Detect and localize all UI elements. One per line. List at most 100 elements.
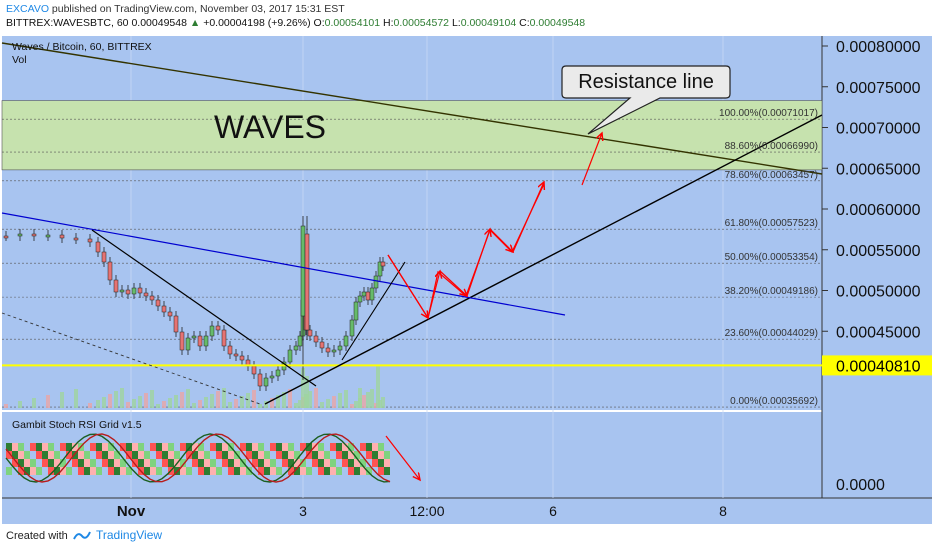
candle-body: [227, 345, 233, 355]
candle-body: [233, 353, 239, 357]
candle-body: [125, 289, 131, 295]
grid-cell: [108, 451, 114, 459]
grid-cell: [336, 443, 342, 451]
volume-bar: [288, 389, 292, 408]
grid-cell: [144, 443, 150, 451]
price-tick-label: 0.00080000: [836, 39, 921, 56]
grid-cell: [144, 467, 150, 475]
pane-title: Waves / Bitcoin, 60, BITTREX: [12, 41, 152, 53]
grid-cell: [114, 443, 120, 451]
price-tick-label: 0.00065000: [836, 161, 921, 178]
grid-cell: [360, 467, 366, 475]
grid-cell: [6, 459, 12, 467]
grid-cell: [318, 443, 324, 451]
candle-body: [17, 233, 23, 237]
grid-cell: [342, 443, 348, 451]
grid-cell: [276, 443, 282, 451]
volume-bar: [370, 389, 374, 408]
grid-cell: [318, 459, 324, 467]
grid-cell: [300, 467, 306, 475]
candle-body: [343, 335, 349, 347]
tradingview-link[interactable]: TradingView: [72, 528, 162, 542]
grid-cell: [6, 467, 12, 475]
grid-cell: [54, 459, 60, 467]
volume-bar: [210, 394, 214, 408]
grid-cell: [24, 467, 30, 475]
grid-cell: [306, 443, 312, 451]
time-ticks: Nov 3 12:00 6 8: [117, 503, 727, 520]
descending-blue-trendline[interactable]: [1, 212, 566, 316]
grid-cell: [156, 451, 162, 459]
fib-label: 88.60%(0.00066990): [725, 141, 818, 152]
grid-cell: [228, 451, 234, 459]
grid-cell: [66, 467, 72, 475]
projection-arrow-3: [439, 270, 467, 296]
candle-body: [369, 287, 375, 301]
wedge-lower-line[interactable]: [341, 261, 406, 361]
resistance-callout[interactable]: Resistance line: [561, 65, 731, 135]
grid-cell: [126, 459, 132, 467]
volume-bar: [270, 398, 274, 408]
grid-cell: [222, 467, 228, 475]
grid-cell: [168, 451, 174, 459]
grid-cell: [294, 451, 300, 459]
candle-body: [137, 287, 143, 294]
grid-cell: [114, 451, 120, 459]
volume-bar: [156, 404, 160, 408]
volume-bar: [102, 397, 106, 408]
price-axis[interactable]: [822, 36, 932, 498]
stoch-k-line: [5, 433, 391, 483]
volume-bar: [366, 392, 370, 408]
volume-bar: [264, 401, 268, 408]
grid-cell: [156, 467, 162, 475]
candle-body: [179, 331, 185, 351]
tradingview-brand: TradingView: [96, 528, 163, 542]
grid-cell: [186, 451, 192, 459]
stoch-rsi-grid: [5, 433, 391, 483]
volume-bar: [298, 400, 302, 408]
grid-cell: [162, 467, 168, 475]
candle-body: [191, 335, 197, 339]
grid-cell: [246, 443, 252, 451]
volume-bar: [354, 401, 358, 408]
support-trendline[interactable]: [264, 114, 823, 405]
projection-arrow-4: [466, 229, 490, 297]
price-change: +0.00004198 (+9.26%): [203, 17, 311, 29]
low-value: 0.00049104: [460, 17, 517, 29]
grid-cell: [6, 443, 12, 451]
grid-cell: [138, 443, 144, 451]
resistance-trendline[interactable]: [1, 42, 823, 175]
grid-cell: [378, 451, 384, 459]
grid-cell: [282, 451, 288, 459]
grid-cell: [168, 443, 174, 451]
grid-cell: [366, 467, 372, 475]
candle-body: [155, 299, 161, 307]
volume-bar: [144, 393, 148, 408]
publisher-name[interactable]: EXCAVO: [6, 3, 49, 15]
grid-cell: [192, 459, 198, 467]
grid-cell: [282, 467, 288, 475]
footer: Created with TradingView: [0, 524, 932, 550]
grid-cell: [252, 451, 258, 459]
projection-arrow-5: [489, 228, 513, 252]
grid-cell: [294, 467, 300, 475]
chart-area[interactable]: Resistance line WAVES Waves / Bitcoin, 6…: [0, 36, 932, 529]
grid-cell: [24, 459, 30, 467]
grid-cell: [210, 451, 216, 459]
volume-bar: [222, 388, 226, 408]
candle-body: [269, 375, 275, 379]
fib-label: 23.60%(0.00044029): [725, 328, 818, 339]
time-axis[interactable]: [2, 498, 932, 524]
candle-body: [313, 335, 319, 343]
grid-cell: [150, 451, 156, 459]
grid-cell: [42, 451, 48, 459]
grid-cell: [384, 443, 390, 451]
grid-cell: [336, 451, 342, 459]
grid-cell: [42, 467, 48, 475]
time-tick-label: 12:00: [409, 503, 444, 519]
grid-cell: [144, 459, 150, 467]
descending-black-trendline[interactable]: [91, 229, 317, 387]
grid-cell: [264, 459, 270, 467]
volume-bar: [108, 394, 112, 408]
grid-cell: [330, 459, 336, 467]
